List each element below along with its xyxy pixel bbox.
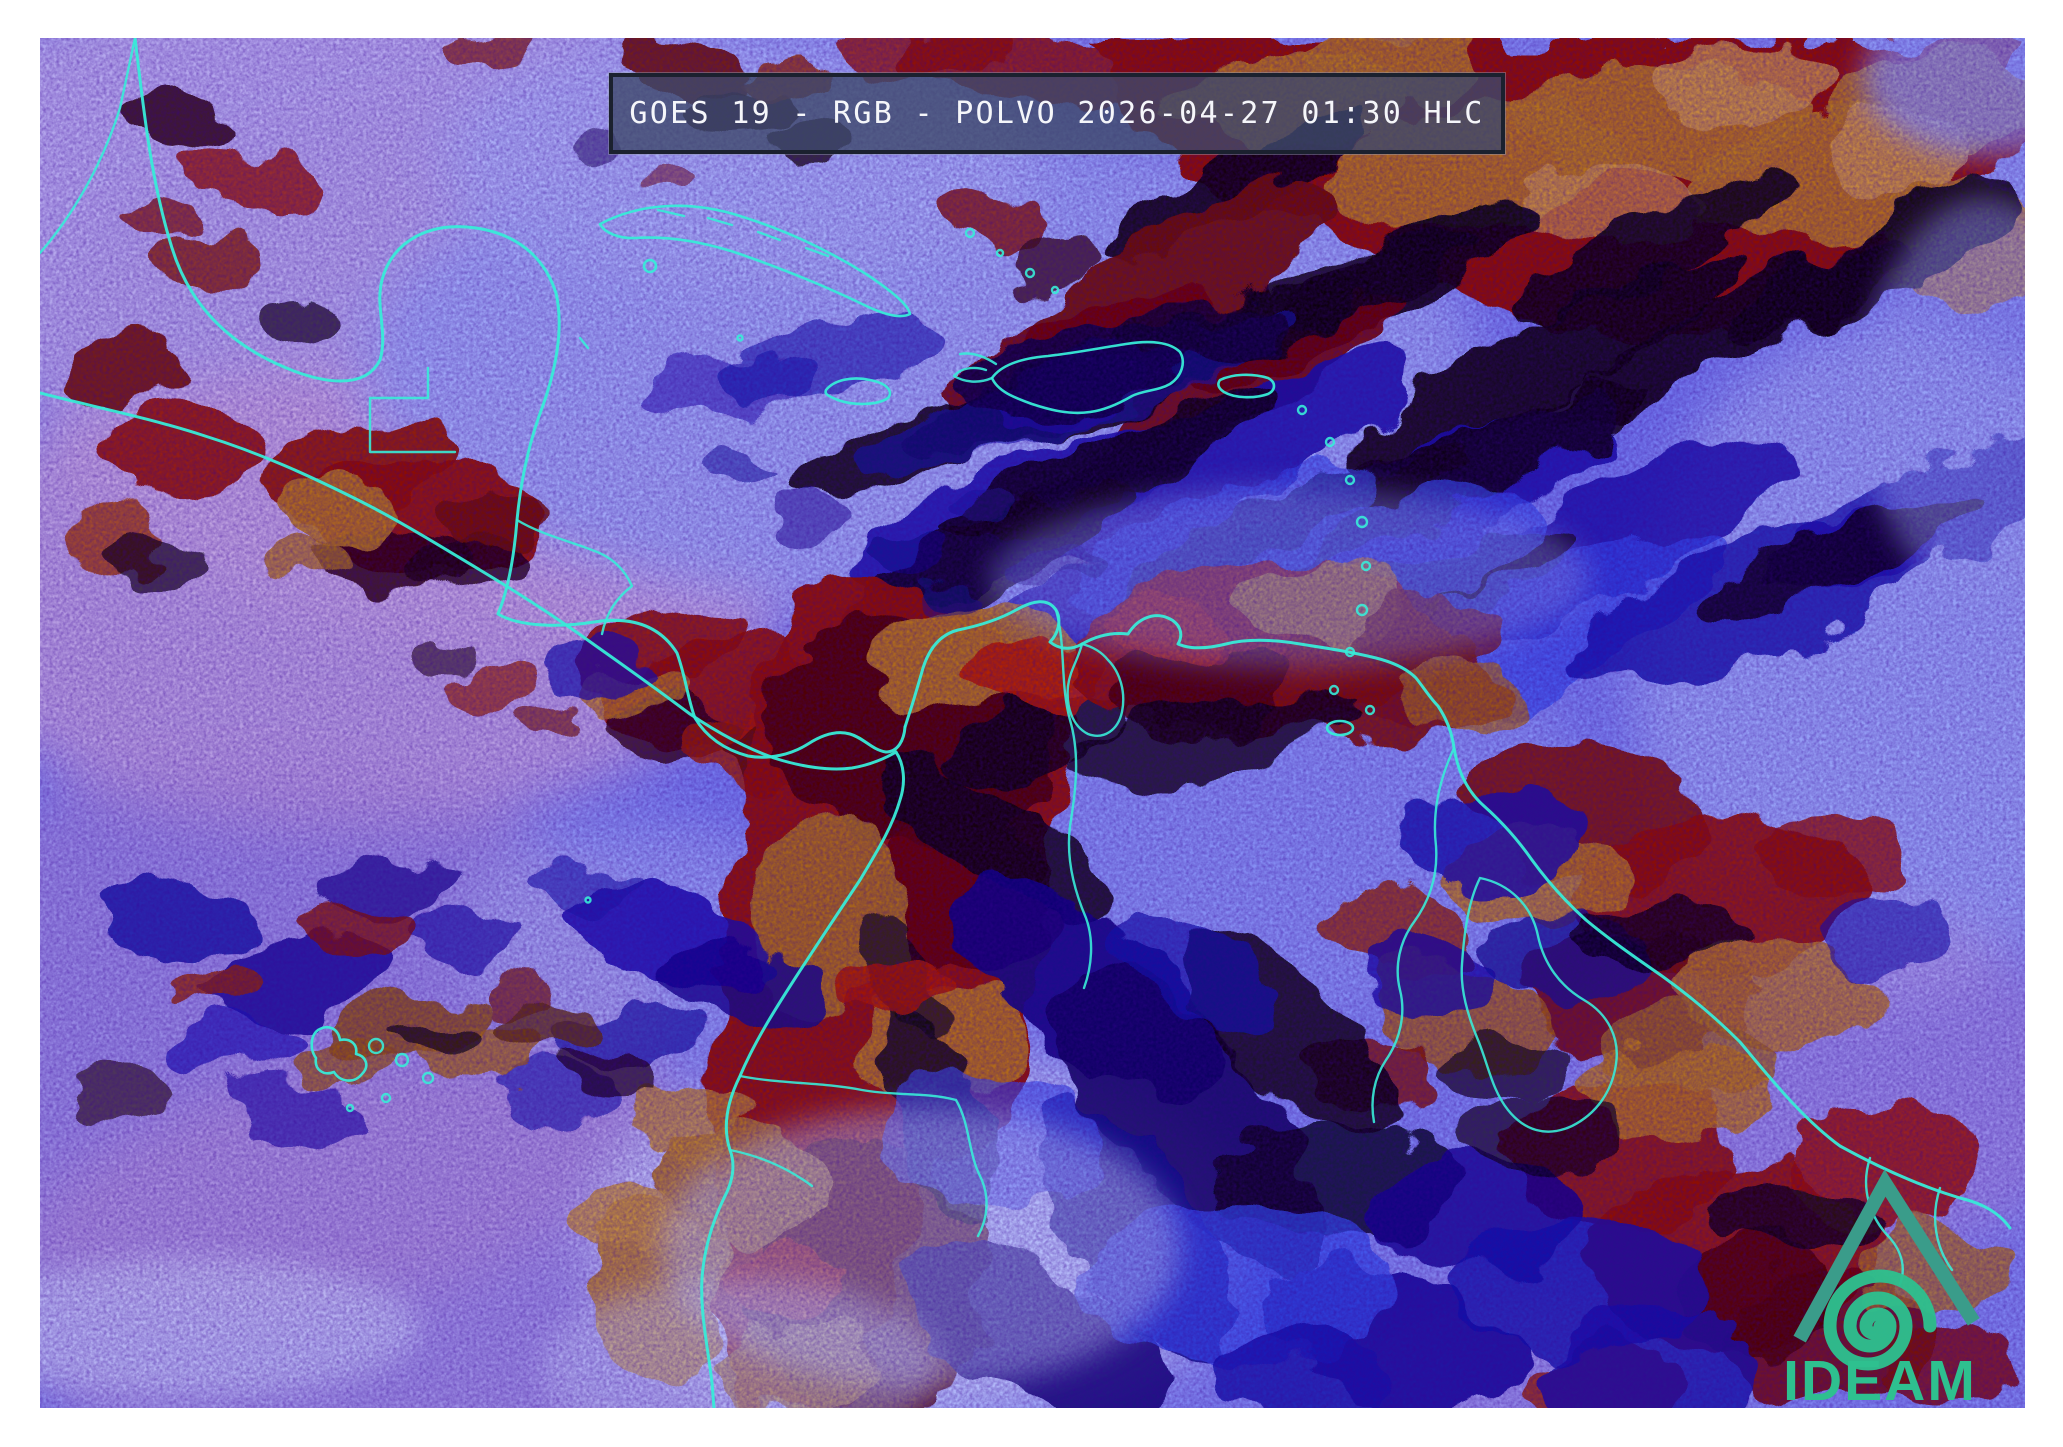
satellite-image [40, 38, 2025, 1408]
ideam-swirl-icon [1823, 1269, 1937, 1371]
title-text: GOES 19 - RGB - POLVO 2026-04-27 01:30 H… [629, 96, 1485, 131]
ideam-roof-icon [1793, 1169, 1980, 1343]
title-bar: GOES 19 - RGB - POLVO 2026-04-27 01:30 H… [609, 73, 1505, 154]
ideam-wordmark: IDEAM [1783, 1349, 1977, 1408]
coastline-overlay [40, 38, 2012, 1408]
satellite-view: GOES 19 - RGB - POLVO 2026-04-27 01:30 H… [40, 38, 2025, 1408]
grain-texture [40, 38, 2025, 1408]
ideam-logo: IDEAM [1783, 1169, 1980, 1408]
